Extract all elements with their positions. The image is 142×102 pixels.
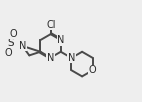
Text: N: N bbox=[19, 41, 26, 51]
Text: O: O bbox=[10, 29, 17, 39]
Text: N: N bbox=[57, 35, 64, 45]
Text: N: N bbox=[47, 53, 54, 63]
Text: Cl: Cl bbox=[46, 20, 56, 30]
Text: N: N bbox=[68, 53, 75, 63]
Text: O: O bbox=[5, 48, 12, 58]
Text: O: O bbox=[89, 65, 97, 75]
Text: S: S bbox=[8, 38, 14, 48]
